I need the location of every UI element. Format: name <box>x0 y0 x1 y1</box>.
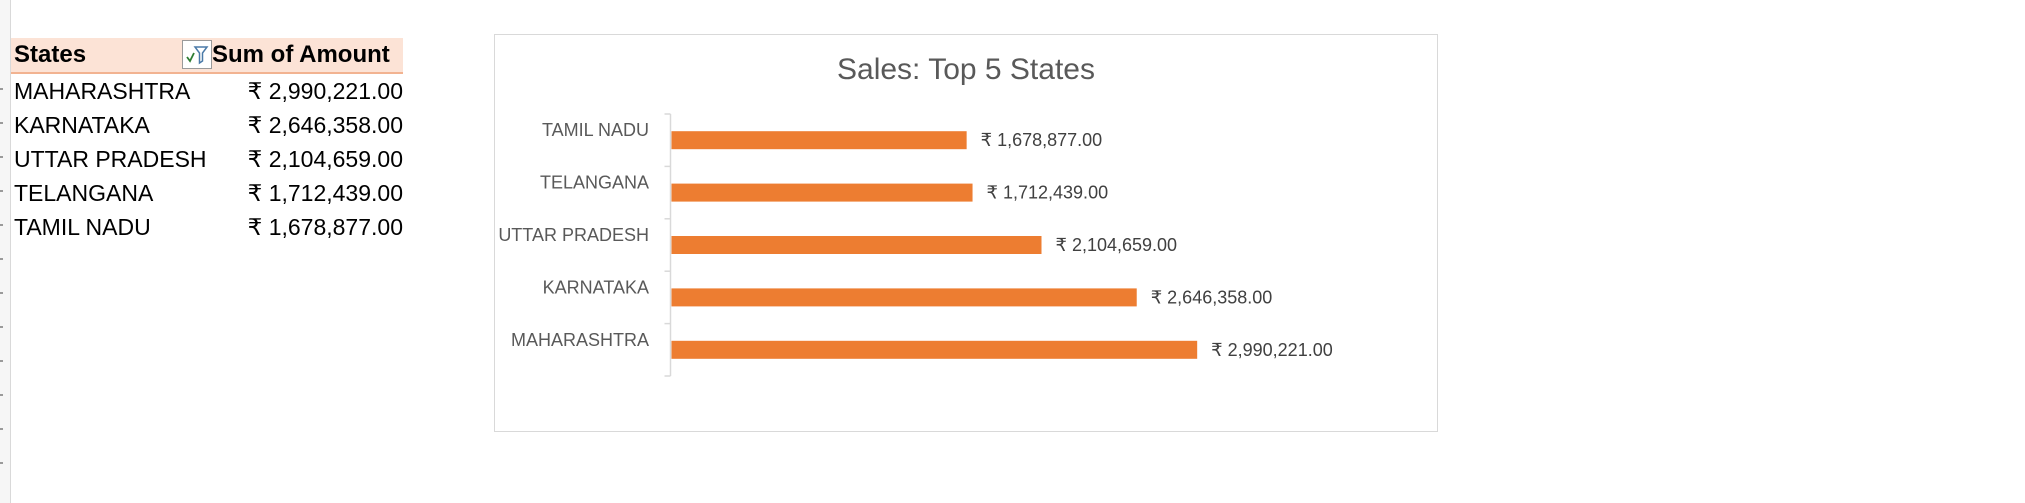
bar <box>671 288 1137 307</box>
chart-area[interactable]: Sales: Top 5 States TAMIL NADU ₹ 1,678,87… <box>494 34 1438 432</box>
data-label: ₹ 2,990,221.00 <box>1211 340 1333 360</box>
category-label: TAMIL NADU <box>542 120 649 140</box>
state-cell[interactable]: TAMIL NADU <box>14 214 151 240</box>
state-cell[interactable]: KARNATAKA <box>14 112 150 138</box>
chart-title[interactable]: Sales: Top 5 States <box>837 53 1095 86</box>
table-row[interactable]: TAMIL NADU ₹ 1,678,877.00 <box>11 210 403 244</box>
row-divider <box>0 292 3 294</box>
table-row[interactable]: TELANGANA ₹ 1,712,439.00 <box>11 176 403 210</box>
row-divider <box>0 462 3 464</box>
amount-cell[interactable]: ₹ 2,104,659.00 <box>247 146 403 172</box>
amount-cell[interactable]: ₹ 1,678,877.00 <box>247 214 403 240</box>
amount-cell[interactable]: ₹ 1,712,439.00 <box>247 180 403 206</box>
row-divider <box>0 394 3 396</box>
pivot-header-row: States Sum of Amount <box>11 38 403 74</box>
row-divider <box>0 258 3 260</box>
data-label: ₹ 2,104,659.00 <box>1055 235 1177 255</box>
header-states[interactable]: States <box>14 41 87 68</box>
state-cell[interactable]: TELANGANA <box>14 180 154 206</box>
category-label: TELANGANA <box>540 173 649 193</box>
category-label: MAHARASHTRA <box>511 330 649 350</box>
bar-chart: TAMIL NADU ₹ 1,678,877.00 TELANGANA ₹ 1,712… <box>498 113 1333 377</box>
bar <box>671 131 967 150</box>
category-label: KARNATAKA <box>543 277 649 297</box>
bar <box>671 236 1042 254</box>
state-cell[interactable]: UTTAR PRADESH <box>14 146 207 172</box>
filter-icon <box>186 46 209 65</box>
header-sum-of-amount[interactable]: Sum of Amount <box>212 41 390 68</box>
state-cell[interactable]: MAHARASHTRA <box>14 78 191 104</box>
row-divider <box>0 88 3 90</box>
data-label: ₹ 1,712,439.00 <box>987 183 1109 203</box>
bar <box>671 183 973 202</box>
row-header-strip <box>0 0 11 503</box>
amount-cell[interactable]: ₹ 2,990,221.00 <box>247 78 403 104</box>
pivot-table: States Sum of Amount MAHARASHTRA ₹ 2,990… <box>11 38 403 244</box>
row-divider <box>0 156 3 158</box>
bar <box>671 340 1198 359</box>
table-row[interactable]: MAHARASHTRA ₹ 2,990,221.00 <box>11 74 403 108</box>
table-row[interactable]: KARNATAKA ₹ 2,646,358.00 <box>11 108 403 142</box>
row-divider <box>0 190 3 192</box>
row-divider <box>0 428 3 430</box>
row-divider <box>0 326 3 328</box>
table-row[interactable]: UTTAR PRADESH ₹ 2,104,659.00 <box>11 142 403 176</box>
data-label: ₹ 2,646,358.00 <box>1151 287 1273 307</box>
row-divider <box>0 122 3 124</box>
amount-cell[interactable]: ₹ 2,646,358.00 <box>247 112 403 138</box>
filter-dropdown-button[interactable] <box>182 40 212 69</box>
row-divider <box>0 224 3 226</box>
data-label: ₹ 1,678,877.00 <box>981 130 1103 150</box>
row-divider <box>0 360 3 362</box>
category-label: UTTAR PRADESH <box>498 225 649 245</box>
